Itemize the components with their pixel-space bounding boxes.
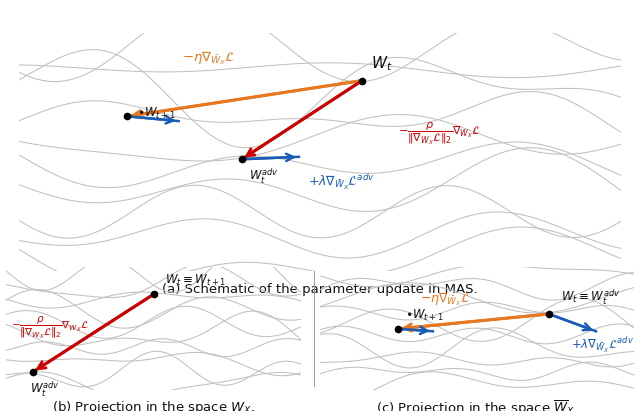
- Text: $\bullet W_{t+1}$: $\bullet W_{t+1}$: [404, 307, 444, 323]
- Text: $W_t$: $W_t$: [371, 55, 393, 74]
- Text: $-\dfrac{\rho}{\|\nabla_{W_X}\mathcal{L}\|_2}\nabla_{W_X}\mathcal{L}$: $-\dfrac{\rho}{\|\nabla_{W_X}\mathcal{L}…: [11, 315, 88, 342]
- Text: (c) Projection in the space $\overline{W}_X$.: (c) Projection in the space $\overline{W…: [376, 399, 578, 411]
- Text: $+\lambda\nabla_{\bar{W}_X}\mathcal{L}^{adv}$: $+\lambda\nabla_{\bar{W}_X}\mathcal{L}^{…: [571, 335, 634, 355]
- Text: $-\eta\nabla_{\bar{W}_X}\mathcal{L}$: $-\eta\nabla_{\bar{W}_X}\mathcal{L}$: [420, 291, 471, 308]
- Text: $W_t^{adv}$: $W_t^{adv}$: [249, 166, 279, 186]
- Text: (b) Projection in the space $W_X$.: (b) Projection in the space $W_X$.: [52, 399, 255, 411]
- Text: $\bullet W_{t+1}$: $\bullet W_{t+1}$: [137, 106, 176, 122]
- Text: $W_t^{adv}$: $W_t^{adv}$: [30, 379, 60, 399]
- Text: $+\lambda\nabla_{\bar{W}_X}\mathcal{L}^{adv}$: $+\lambda\nabla_{\bar{W}_X}\mathcal{L}^{…: [308, 172, 375, 192]
- Text: $-\eta\nabla_{\bar{W}_X}\mathcal{L}$: $-\eta\nabla_{\bar{W}_X}\mathcal{L}$: [182, 49, 236, 67]
- Text: $W_t\equiv W_{t+1}$: $W_t\equiv W_{t+1}$: [165, 273, 227, 288]
- Text: $-\dfrac{\rho}{\|\nabla_{W_X}\mathcal{L}\|_2}\nabla_{W_X}\mathcal{L}$: $-\dfrac{\rho}{\|\nabla_{W_X}\mathcal{L}…: [398, 121, 481, 148]
- Text: $W_t\equiv W_t^{adv}$: $W_t\equiv W_t^{adv}$: [561, 287, 621, 307]
- Text: (a) Schematic of the parameter update in MAS.: (a) Schematic of the parameter update in…: [162, 283, 478, 296]
